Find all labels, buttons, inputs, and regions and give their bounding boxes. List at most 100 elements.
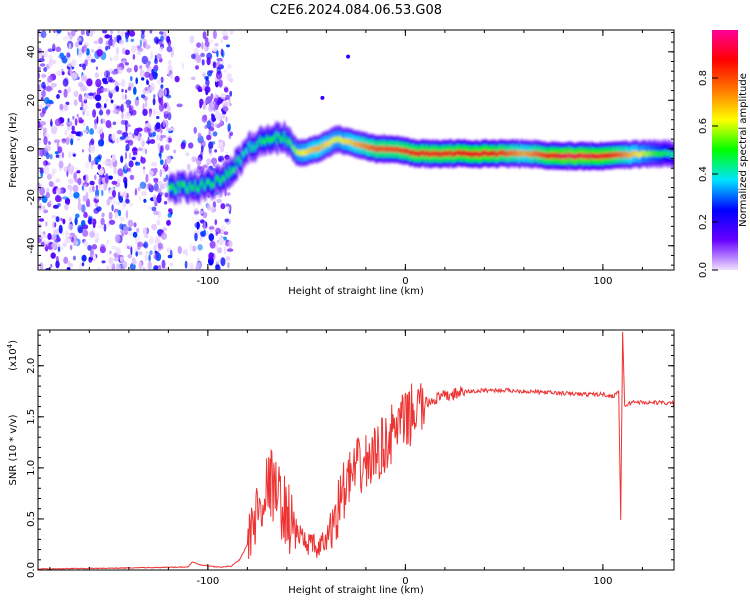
heatmap-ridge-cell [489, 150, 492, 157]
heatmap-noise-cell [127, 219, 134, 228]
heatmap-ridge-cell [173, 183, 176, 190]
heatmap-noise-cell [58, 224, 63, 234]
heatmap-ridge-cell [171, 184, 175, 191]
heatmap-ridge-cell [388, 145, 391, 152]
heatmap-noise-cell [159, 46, 164, 52]
heatmap-noise-cell [63, 256, 69, 264]
heatmap-noise-cell [82, 63, 86, 71]
heatmap-noise-cell [166, 35, 171, 44]
heatmap-ridge-cell [266, 134, 269, 141]
heatmap-noise-cell [196, 156, 202, 166]
heatmap-noise-cell [83, 175, 86, 181]
heatmap-noise-cell [197, 86, 202, 91]
heatmap-noise-cell [158, 152, 162, 157]
heatmap-noise-cell [73, 90, 79, 98]
heatmap-ridge-cell [369, 145, 372, 152]
heatmap-ridge-cell [497, 150, 500, 157]
heatmap-ridge-cell [490, 150, 493, 157]
heatmap-ridge-cell [649, 151, 652, 158]
heatmap-noise-cell [146, 90, 151, 94]
heatmap-ridge-cell [352, 139, 355, 146]
snr-scale-exponent: 4 [6, 343, 14, 348]
heatmap-ridge-cell [656, 150, 659, 157]
heatmap-noise-cell [124, 162, 128, 171]
heatmap-ridge-cell [336, 135, 339, 142]
heatmap-noise-cell [130, 38, 135, 42]
heatmap-ridge-cell [407, 148, 410, 154]
heatmap-noise-cell [141, 55, 148, 65]
heatmap-noise-cell [155, 38, 159, 45]
heatmap-ridge-cell [308, 147, 311, 154]
heatmap-ridge-cell [662, 151, 665, 157]
heatmap-noise-cell [214, 219, 218, 226]
heatmap-noise-cell [150, 51, 153, 60]
heatmap-noise-cell [77, 226, 83, 233]
heatmap-noise-cell [38, 182, 41, 191]
heatmap-ridge-cell [371, 144, 374, 151]
heatmap-ridge-cell [475, 150, 478, 157]
heatmap-noise-cell [89, 231, 95, 238]
heatmap-noise-cell [142, 38, 148, 46]
heatmap-ridge-cell [617, 151, 620, 158]
heatmap-noise-cell [109, 57, 113, 62]
heatmap-ridge-cell [244, 149, 247, 156]
heatmap-noise-cell [62, 196, 69, 200]
snr-scale-open: (x10 [8, 348, 19, 371]
snr-plot-area [38, 331, 674, 570]
heatmap-noise-cell [146, 79, 149, 85]
heatmap-noise-cell [108, 165, 113, 169]
heatmap-noise-cell [214, 259, 220, 265]
heatmap-noise-cell [76, 113, 79, 118]
heatmap-noise-cell [43, 209, 49, 214]
heatmap-noise-cell [126, 100, 129, 106]
heatmap-noise-cell [81, 185, 84, 191]
heatmap-ridge-cell [410, 150, 413, 156]
heatmap-noise-cell [210, 93, 214, 100]
heatmap-noise-cell [51, 215, 57, 219]
heatmap-ridge-cell [376, 146, 380, 153]
heatmap-ridge-cell [237, 156, 240, 163]
heatmap-ridge-cell [280, 137, 284, 143]
heatmap-ridge-cell [295, 149, 298, 156]
heatmap-ridge-cell [392, 146, 395, 153]
heatmap-noise-cell [99, 167, 104, 173]
heatmap-noise-cell [88, 92, 95, 97]
heatmap-ridge-cell [436, 150, 439, 156]
heatmap-noise-cell [39, 186, 45, 196]
heatmap-noise-cell [125, 198, 130, 204]
heatmap-noise-cell [94, 72, 99, 78]
heatmap-ridge-cell [616, 151, 619, 158]
heatmap-noise-cell [91, 244, 98, 250]
heatmap-noise-cell [73, 172, 77, 181]
heatmap-noise-cell [101, 212, 105, 218]
heatmap-noise-cell [89, 144, 96, 154]
heatmap-ridge-cell [566, 154, 569, 161]
heatmap-noise-cell [220, 224, 226, 232]
heatmap-noise-cell [208, 233, 215, 242]
heatmap-noise-cell [167, 212, 172, 218]
heatmap-noise-cell [118, 209, 122, 217]
heatmap-noise-cell [206, 158, 212, 165]
heatmap-noise-cell [108, 257, 114, 264]
heatmap-ridge-cell [373, 145, 376, 151]
heatmap-noise-cell [114, 82, 122, 86]
heatmap-ridge-cell [631, 150, 634, 157]
heatmap-noise-cell [157, 181, 163, 186]
heatmap-ridge-cell [259, 135, 262, 142]
heatmap-noise-cell [123, 225, 129, 232]
heatmap-noise-cell [59, 103, 64, 111]
heatmap-noise-cell [143, 167, 146, 175]
heatmap-ridge-cell [297, 149, 300, 156]
heatmap-ridge-cell [250, 146, 253, 153]
heatmap-ridge-cell [647, 151, 650, 158]
heatmap-noise-cell [195, 54, 202, 64]
heatmap-ridge-cell [482, 150, 485, 157]
heatmap-noise-cell [197, 228, 200, 236]
heatmap-ridge-cell [583, 152, 586, 158]
heatmap-ridge-cell [540, 152, 543, 158]
heatmap-noise-cell [67, 62, 72, 68]
heatmap-noise-cell [42, 205, 46, 211]
heatmap-ridge-cell [449, 149, 452, 156]
heatmap-noise-cell [67, 184, 73, 190]
heatmap-ridge-cell [175, 187, 178, 194]
